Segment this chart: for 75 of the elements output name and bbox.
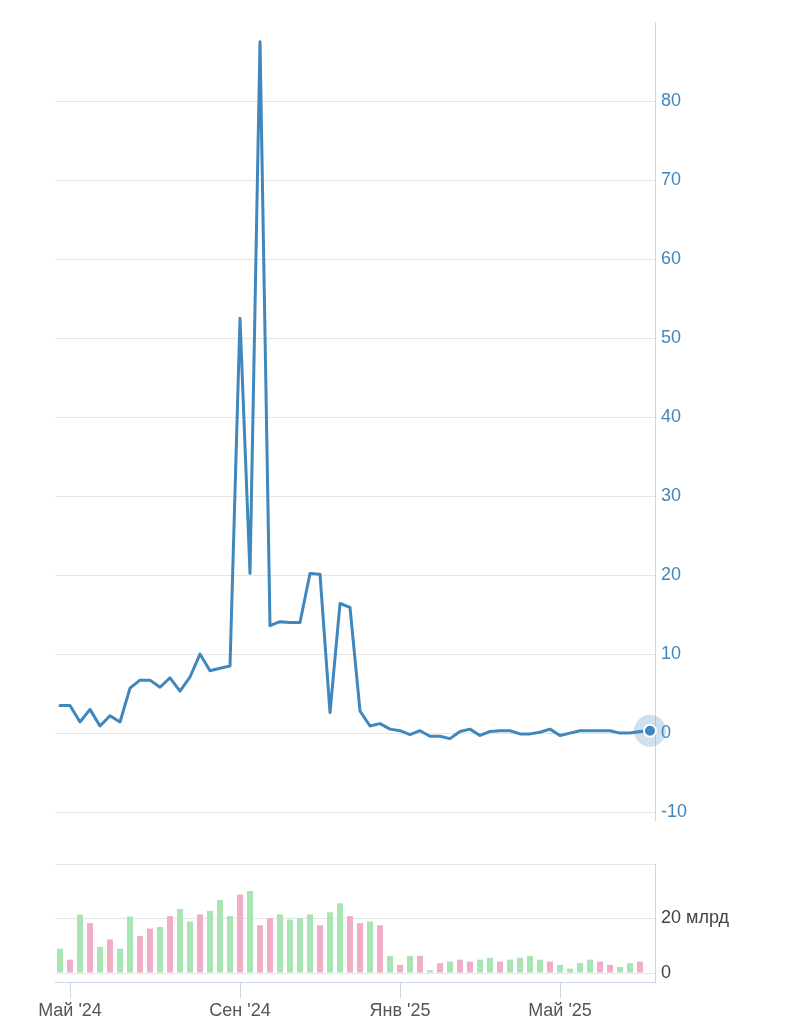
- bar: [567, 968, 573, 973]
- bar: [577, 963, 583, 973]
- bar: [447, 961, 453, 973]
- bar: [97, 946, 103, 973]
- bar: [467, 961, 473, 973]
- y-tick-label: 30: [661, 485, 682, 506]
- bar: [547, 961, 553, 973]
- bar: [427, 970, 433, 973]
- bar: [617, 967, 623, 973]
- bar: [277, 914, 283, 973]
- bar: [527, 955, 533, 973]
- x-tick-label: Май '25: [528, 999, 592, 1020]
- bar: [307, 914, 313, 973]
- y-tick-label: 40: [661, 406, 682, 427]
- bar: [347, 916, 353, 973]
- bar: [637, 961, 643, 973]
- bar: [587, 959, 593, 973]
- bar: [377, 925, 383, 973]
- bar: [227, 916, 233, 973]
- bar: [67, 959, 73, 973]
- x-tick-label: Янв '25: [369, 999, 431, 1020]
- y-tick-label: 70: [661, 168, 682, 189]
- bar: [537, 959, 543, 973]
- y-tick-label: 60: [661, 248, 682, 268]
- bar: [207, 910, 213, 973]
- x-tick-label: Май '24: [38, 999, 102, 1020]
- bar: [337, 903, 343, 973]
- bar: [297, 918, 303, 973]
- bar: [397, 964, 403, 973]
- x-tick-label: Сен '24: [209, 999, 271, 1020]
- bar: [167, 916, 173, 973]
- y-tick-label: -10: [661, 801, 688, 822]
- bar: [387, 955, 393, 973]
- bar: [627, 963, 633, 973]
- bar: [487, 957, 493, 973]
- y-tick-label: 0: [661, 961, 672, 982]
- bar: [607, 964, 613, 973]
- bar: [407, 955, 413, 973]
- y-tick-label: 50: [661, 327, 682, 348]
- y-tick-label: 80: [661, 89, 682, 110]
- bar: [267, 918, 273, 973]
- bar: [517, 957, 523, 973]
- y-tick-label: 20: [661, 564, 682, 585]
- bar: [367, 921, 373, 973]
- bar: [557, 964, 563, 973]
- bar: [117, 948, 123, 973]
- bar: [217, 899, 223, 973]
- bar: [257, 925, 263, 973]
- bar: [497, 961, 503, 973]
- bar: [137, 935, 143, 973]
- bar: [197, 914, 203, 973]
- bar: [417, 955, 423, 973]
- bar: [77, 914, 83, 973]
- y-tick-label: 0: [661, 722, 672, 743]
- bar: [107, 939, 113, 973]
- bar: [57, 948, 63, 973]
- bar: [87, 923, 93, 973]
- bar: [287, 919, 293, 973]
- bar: [247, 890, 253, 973]
- bar: [237, 894, 243, 973]
- bar: [507, 959, 513, 973]
- bar: [357, 923, 363, 973]
- bar: [477, 959, 483, 973]
- y-tick-label: 20 млрд: [661, 907, 730, 928]
- bar: [437, 963, 443, 973]
- bar: [317, 925, 323, 973]
- bar: [177, 908, 183, 973]
- bar: [597, 961, 603, 973]
- bar: [457, 959, 463, 973]
- y-tick-label: 10: [661, 643, 682, 664]
- bar: [127, 916, 133, 973]
- bar: [147, 928, 153, 973]
- bar: [327, 912, 333, 973]
- bar: [187, 921, 193, 973]
- bar: [157, 926, 163, 973]
